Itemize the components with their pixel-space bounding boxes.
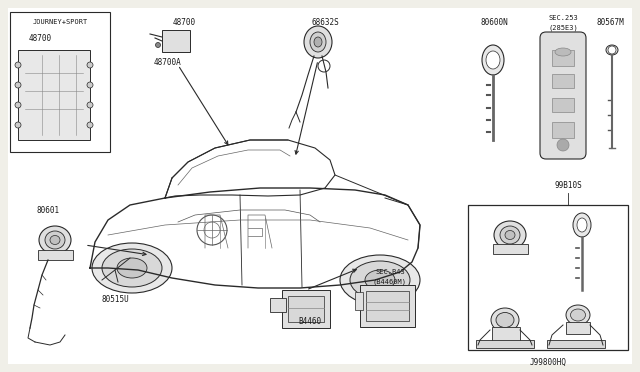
Ellipse shape xyxy=(573,213,591,237)
Bar xyxy=(10,12,110,152)
Bar xyxy=(360,285,415,327)
FancyBboxPatch shape xyxy=(540,32,586,159)
Circle shape xyxy=(15,102,21,108)
Ellipse shape xyxy=(482,45,504,75)
Circle shape xyxy=(87,62,93,68)
Circle shape xyxy=(87,122,93,128)
Text: 99B10S: 99B10S xyxy=(554,180,582,189)
Ellipse shape xyxy=(486,51,500,69)
Text: (285E3): (285E3) xyxy=(548,25,578,31)
Text: 80515U: 80515U xyxy=(101,295,129,305)
Ellipse shape xyxy=(491,308,519,332)
Bar xyxy=(547,340,605,348)
Bar xyxy=(288,296,324,322)
Ellipse shape xyxy=(606,45,618,55)
Text: JOURNEY+SPORT: JOURNEY+SPORT xyxy=(33,19,88,25)
Bar xyxy=(38,250,73,260)
Ellipse shape xyxy=(50,235,60,244)
Ellipse shape xyxy=(314,37,322,47)
Ellipse shape xyxy=(304,26,332,58)
Text: 48700A: 48700A xyxy=(154,58,182,67)
Ellipse shape xyxy=(566,305,590,325)
Bar xyxy=(18,50,90,140)
Circle shape xyxy=(557,139,569,151)
Circle shape xyxy=(87,102,93,108)
Text: B4460: B4460 xyxy=(298,317,321,327)
Bar xyxy=(552,98,574,112)
Text: SEC.B43: SEC.B43 xyxy=(375,269,405,275)
Ellipse shape xyxy=(102,249,162,287)
Ellipse shape xyxy=(92,243,172,293)
Bar xyxy=(552,74,574,88)
Circle shape xyxy=(156,42,161,48)
Bar xyxy=(476,340,534,348)
Ellipse shape xyxy=(39,226,71,254)
Text: J99800HQ: J99800HQ xyxy=(529,357,566,366)
Ellipse shape xyxy=(310,32,326,52)
Bar xyxy=(492,327,520,341)
Circle shape xyxy=(87,82,93,88)
Ellipse shape xyxy=(505,231,515,240)
Circle shape xyxy=(15,82,21,88)
Text: 48700: 48700 xyxy=(172,17,196,26)
Ellipse shape xyxy=(350,261,410,299)
Circle shape xyxy=(608,46,616,54)
Bar xyxy=(366,291,409,321)
Bar xyxy=(282,290,330,328)
Ellipse shape xyxy=(570,309,586,321)
Bar xyxy=(270,298,286,312)
Text: 80601: 80601 xyxy=(36,205,60,215)
Circle shape xyxy=(15,122,21,128)
Ellipse shape xyxy=(365,270,395,290)
Bar xyxy=(468,205,628,350)
Bar xyxy=(552,122,574,138)
Ellipse shape xyxy=(117,258,147,278)
Bar xyxy=(493,244,528,254)
Circle shape xyxy=(15,62,21,68)
Bar xyxy=(566,322,590,334)
Bar xyxy=(355,292,363,310)
Ellipse shape xyxy=(494,221,526,249)
Text: 80567M: 80567M xyxy=(596,17,624,26)
Text: 80600N: 80600N xyxy=(480,17,508,26)
Ellipse shape xyxy=(496,312,514,327)
Bar xyxy=(162,30,190,52)
Text: SEC.253: SEC.253 xyxy=(548,15,578,21)
Ellipse shape xyxy=(340,255,420,305)
Text: 68632S: 68632S xyxy=(311,17,339,26)
Ellipse shape xyxy=(555,48,571,56)
Ellipse shape xyxy=(577,218,587,232)
Bar xyxy=(552,50,574,66)
Text: (B4460M): (B4460M) xyxy=(373,279,407,285)
Ellipse shape xyxy=(45,231,65,249)
Text: 48700: 48700 xyxy=(28,33,52,42)
Ellipse shape xyxy=(500,226,520,244)
